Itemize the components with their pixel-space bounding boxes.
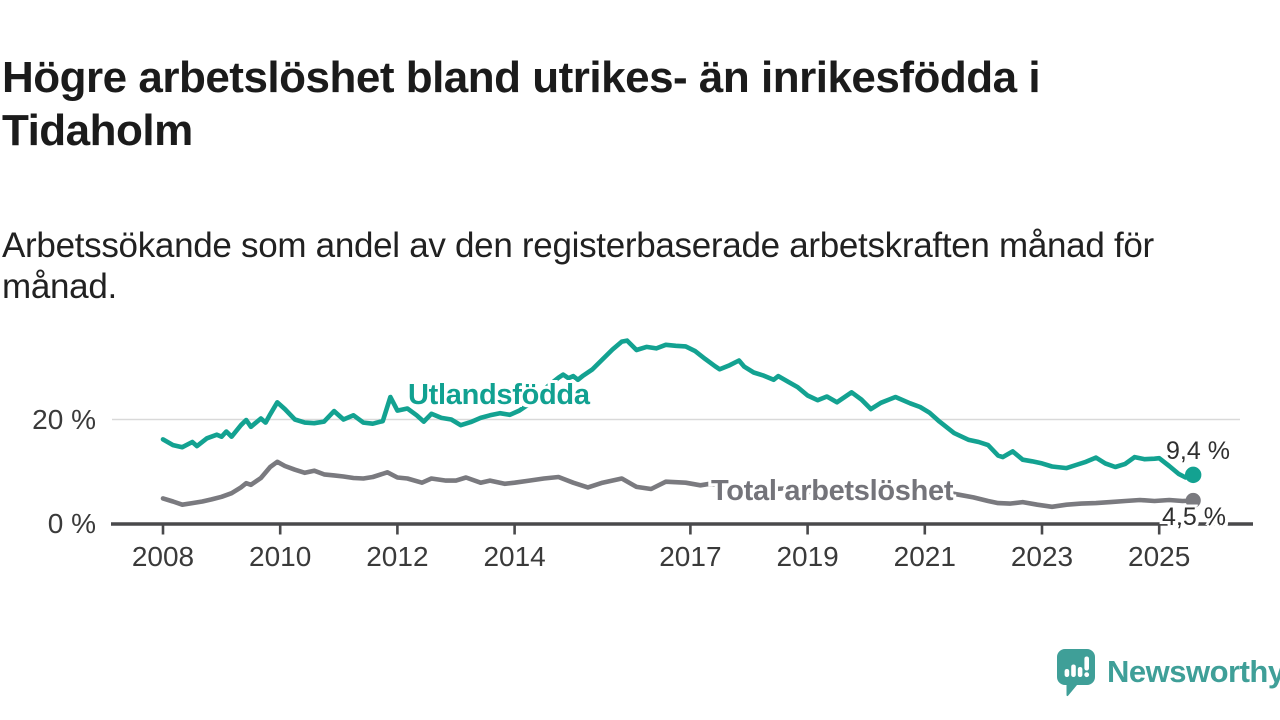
- end-dot-utlandsf-dda: [1184, 466, 1202, 484]
- newsworthy-wordmark: Newsworthy: [1107, 654, 1280, 689]
- end-dot-total-arbetsl-shet: [1185, 492, 1201, 509]
- x-tick-label-2017: 2017: [659, 541, 722, 572]
- x-tick-label-2019: 2019: [776, 541, 839, 572]
- x-tick-label-2025: 2025: [1128, 541, 1191, 572]
- newsworthy-speech-bubble-icon: [1057, 649, 1095, 697]
- x-tick-label-2010: 2010: [249, 541, 312, 572]
- y-tick-label-0: 0 %: [47, 508, 96, 539]
- end-value-label-utlandsfodda: 9,4 %: [1166, 437, 1230, 465]
- x-tick-label-2023: 2023: [1010, 541, 1074, 572]
- y-tick-label-20: 20 %: [32, 403, 96, 435]
- line-utlandsf-dda: [160, 338, 1196, 480]
- newsworthy-logo: Newsworthy: [1056, 648, 1280, 697]
- chart-subtitle: Arbetssökande som andel av den registerb…: [2, 226, 1154, 306]
- line-total-arbetsl-shet: [160, 459, 1196, 510]
- x-tick-label-2014: 2014: [483, 541, 546, 572]
- series-label-utlandsfodda: Utlandsfödda: [408, 379, 590, 411]
- end-value-label-total: 4,5 %: [1162, 503, 1226, 531]
- series-label-total-arbetsloshet: Total arbetslöshet: [711, 475, 954, 507]
- x-tick-label-2021: 2021: [893, 541, 956, 572]
- x-tick-label-2008: 2008: [131, 541, 195, 572]
- page-title: Högre arbetslöshet bland utrikes- än inr…: [2, 53, 1041, 156]
- x-tick-label-2012: 2012: [366, 541, 429, 572]
